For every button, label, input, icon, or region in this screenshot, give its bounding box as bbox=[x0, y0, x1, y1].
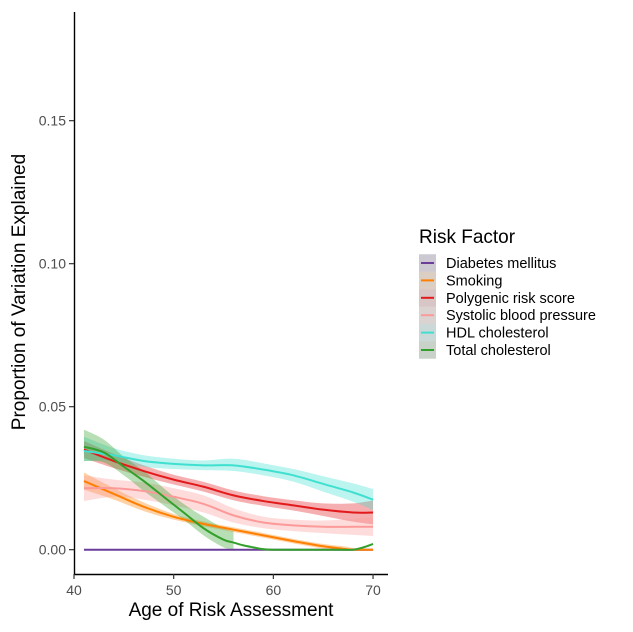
y-tick-label: 0.15 bbox=[39, 113, 66, 129]
x-tick-label: 40 bbox=[66, 582, 82, 598]
systolic-blood-pressure-line bbox=[83, 486, 374, 528]
x-tick-label: 50 bbox=[166, 582, 182, 598]
hdl-cholesterol-legend-label: HDL cholesterol bbox=[446, 326, 549, 342]
y-tick-label: 0.10 bbox=[39, 256, 66, 272]
y-axis-title: Proportion of Variation Explained bbox=[9, 154, 30, 430]
x-axis-title: Age of Risk Assessment bbox=[129, 600, 335, 621]
y-tick-label: 0.05 bbox=[39, 399, 66, 415]
systolic-blood-pressure-legend-label: Systolic blood pressure bbox=[446, 308, 596, 324]
polygenic-risk-score-line bbox=[83, 448, 374, 514]
total-cholesterol-line bbox=[83, 445, 374, 551]
hdl-cholesterol-line bbox=[83, 450, 374, 501]
x-tick-label: 70 bbox=[365, 582, 381, 598]
x-tick-label: 60 bbox=[266, 582, 282, 598]
polygenic-risk-score-confidence-band bbox=[83, 441, 374, 525]
polygenic-risk-score-legend-label: Polygenic risk score bbox=[446, 291, 575, 307]
diabetes-mellitus-legend-label: Diabetes mellitus bbox=[446, 256, 556, 272]
axis-ticks: 40 50 60 70 0.00 0.05 0.10 0.15 bbox=[39, 113, 381, 598]
y-tick-label: 0.00 bbox=[39, 542, 66, 558]
smoking-legend-label: Smoking bbox=[446, 273, 502, 289]
legend-title: Risk Factor bbox=[419, 227, 516, 248]
total-cholesterol-legend-label: Total cholesterol bbox=[446, 343, 551, 359]
series-lines bbox=[83, 445, 374, 551]
total-cholesterol-confidence-band bbox=[83, 429, 234, 550]
